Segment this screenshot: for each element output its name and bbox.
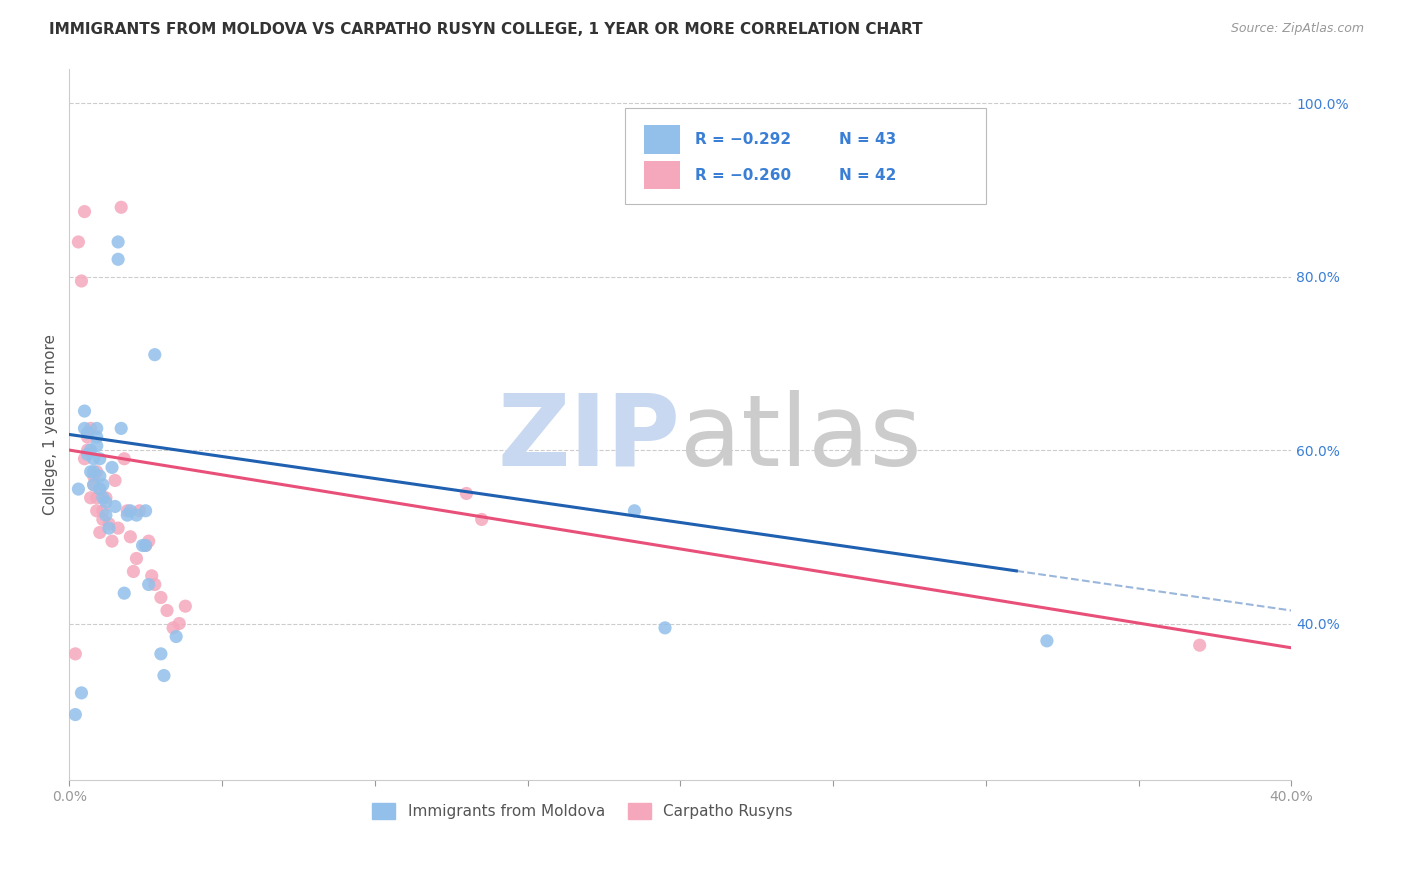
Point (86, 465, 108, 479)
Point (79, 465, 101, 479)
Legend: Immigrants from Moldova, Carpatho Rusyns: Immigrants from Moldova, Carpatho Rusyns (367, 797, 799, 825)
Point (623, 504, 645, 518)
Point (112, 586, 135, 600)
Point (73, 421, 96, 435)
Text: ZIP: ZIP (498, 390, 681, 487)
Point (73, 404, 96, 418)
Point (456, 486, 478, 500)
Point (86, 439, 108, 453)
Point (1188, 638, 1211, 652)
Point (73, 204, 96, 219)
Point (70, 274, 93, 288)
Point (89, 482, 111, 496)
Point (94, 491, 117, 505)
Point (91, 491, 114, 505)
Point (67, 482, 90, 496)
Point (110, 421, 132, 435)
Text: Source: ZipAtlas.com: Source: ZipAtlas.com (1230, 22, 1364, 36)
Point (86, 421, 108, 435)
Point (117, 504, 139, 518)
Point (112, 451, 135, 466)
Point (89, 482, 111, 496)
Point (104, 474, 127, 488)
Y-axis label: College, 1 year or more: College, 1 year or more (44, 334, 58, 515)
Point (156, 603, 179, 617)
Text: R = −0.260: R = −0.260 (695, 168, 792, 183)
Point (79, 421, 101, 435)
Point (76, 443, 98, 458)
Point (83, 465, 105, 479)
Point (89, 525, 111, 540)
Point (138, 534, 160, 549)
Point (67, 235, 90, 249)
Point (91, 504, 114, 518)
Point (76, 430, 98, 444)
Point (143, 348, 166, 362)
Point (167, 616, 190, 631)
Point (149, 647, 172, 661)
Point (107, 252, 129, 267)
Point (174, 599, 197, 614)
Point (97, 516, 120, 531)
Point (91, 477, 114, 491)
Point (91, 512, 114, 526)
Point (83, 477, 105, 491)
Text: N = 42: N = 42 (839, 168, 897, 183)
Point (110, 200, 132, 214)
Point (65, 707, 87, 722)
Bar (626, 108, 986, 203)
Point (86, 491, 108, 505)
Point (149, 591, 172, 605)
Point (122, 565, 145, 579)
Point (131, 539, 153, 553)
Point (162, 621, 184, 635)
Point (135, 539, 157, 553)
Point (86, 430, 108, 444)
Point (101, 534, 124, 549)
Point (654, 621, 676, 635)
Point (1036, 633, 1059, 648)
Point (117, 508, 139, 522)
Text: N = 43: N = 43 (839, 132, 897, 147)
Point (97, 521, 120, 535)
Point (143, 577, 166, 591)
Point (76, 447, 98, 461)
Point (83, 451, 105, 466)
Point (89, 469, 111, 483)
Point (89, 451, 111, 466)
Point (73, 451, 96, 466)
Text: atlas: atlas (681, 390, 922, 487)
Point (65, 647, 87, 661)
Point (83, 469, 105, 483)
Point (79, 491, 101, 505)
Point (76, 425, 98, 440)
Point (135, 539, 157, 553)
Bar (644, 161, 681, 189)
Text: R = −0.292: R = −0.292 (695, 132, 792, 147)
Text: IMMIGRANTS FROM MOLDOVA VS CARPATHO RUSYN COLLEGE, 1 YEAR OR MORE CORRELATION CH: IMMIGRANTS FROM MOLDOVA VS CARPATHO RUSY… (49, 22, 922, 37)
Point (165, 630, 187, 644)
Point (107, 521, 129, 535)
Point (128, 504, 150, 518)
Point (125, 551, 148, 566)
Point (135, 504, 157, 518)
Point (153, 668, 176, 682)
Point (120, 530, 142, 544)
Point (94, 495, 117, 509)
Point (471, 512, 494, 526)
Point (125, 508, 148, 522)
Point (104, 500, 127, 514)
Bar (644, 126, 681, 153)
Point (70, 686, 93, 700)
Point (94, 508, 117, 522)
Point (107, 235, 129, 249)
Point (79, 443, 101, 458)
Point (120, 504, 142, 518)
Point (83, 477, 105, 491)
Point (141, 569, 163, 583)
Point (138, 577, 160, 591)
Point (101, 460, 124, 475)
Point (86, 504, 108, 518)
